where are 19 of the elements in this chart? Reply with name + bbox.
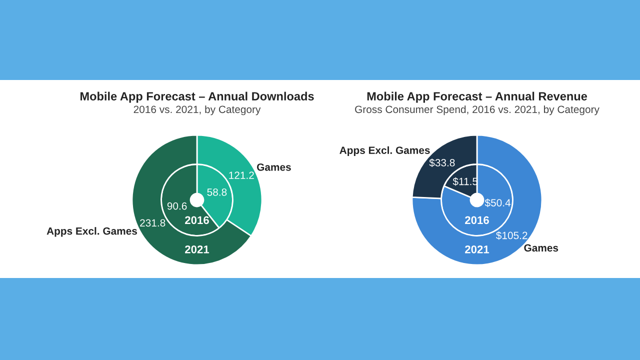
chart-title: Mobile App Forecast – Annual Revenue [367,92,588,103]
data-label: $33.8 [429,158,455,168]
slice-label: Games [257,163,291,171]
slice-label: 2016 [465,216,489,224]
data-label: 121.2 [229,172,254,179]
data-label: 90.6 [167,202,187,210]
slice-label: 2016 [185,216,209,224]
chart-subtitle: Gross Consumer Spend, 2016 vs. 2021, by Category [355,105,600,116]
chart-title: Mobile App Forecast – Annual Downloads [80,92,314,103]
slice-label: 2021 [465,245,490,254]
data-label: 231.8 [140,219,166,227]
slice-label: 2021 [185,245,210,254]
slice-label: Apps Excl. Games [46,227,137,237]
data-label: $50.4 [484,198,511,208]
chart-subtitle: 2016 vs. 2021, by Category [134,105,261,116]
slice-label: Games [524,244,558,252]
data-label: $105.2 [496,231,528,240]
slice-label: Apps Excl. Games [340,146,430,156]
data-label: 58.8 [207,188,227,196]
